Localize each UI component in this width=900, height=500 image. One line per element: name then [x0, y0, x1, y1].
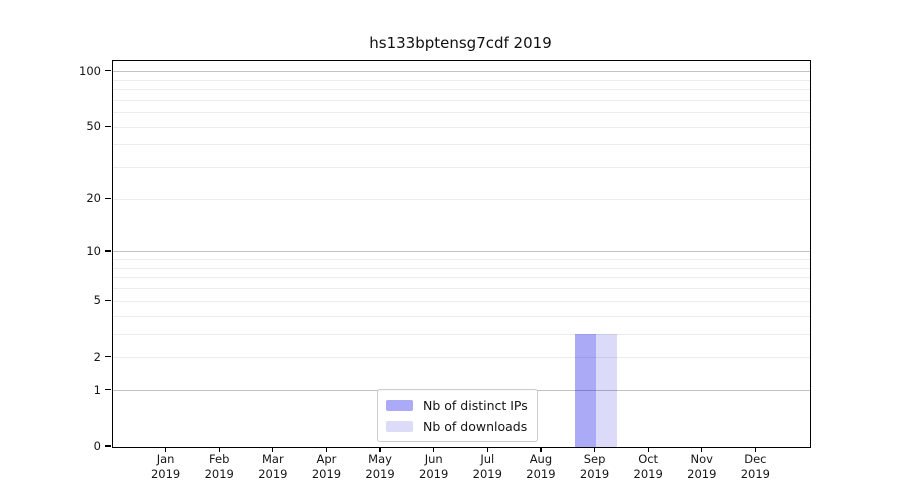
x-tick-month: Jul: [480, 452, 495, 466]
legend-entry-downloads: Nb of downloads: [386, 417, 528, 435]
gridline-minor: [113, 357, 810, 359]
x-tick-label: Oct 2019: [616, 452, 680, 481]
x-tick-month: Sep: [583, 452, 606, 466]
x-tick-label: Dec 2019: [723, 452, 787, 481]
y-tick-label: 20: [86, 191, 101, 206]
y-tick-label: 5: [93, 293, 101, 308]
x-tick-year: 2019: [526, 466, 556, 481]
x-tick-year: 2019: [311, 466, 342, 481]
x-tick-month: Aug: [529, 452, 553, 466]
x-tick-mark: [754, 447, 756, 452]
x-tick-month: Dec: [744, 452, 767, 466]
chart-title: hs133bptensg7cdf 2019: [369, 34, 552, 52]
x-tick-month: Mar: [261, 452, 284, 466]
gridline-major: [113, 251, 810, 253]
y-tick-mark: [105, 125, 111, 127]
gridline-minor: [113, 288, 810, 290]
gridline-minor: [113, 79, 810, 81]
x-tick-month: Jan: [156, 452, 175, 466]
x-tick-mark: [647, 447, 649, 452]
x-tick-mark: [218, 447, 220, 452]
x-tick-mark: [165, 447, 167, 452]
y-tick-mark: [105, 389, 111, 391]
y-tick-mark: [105, 299, 111, 301]
gridline-minor: [113, 112, 810, 114]
x-tick-year: 2019: [258, 466, 288, 481]
x-tick-month: Jun: [424, 452, 443, 466]
y-tick-mark: [105, 69, 111, 72]
x-tick-year: 2019: [419, 466, 449, 481]
gridline-major: [113, 71, 810, 73]
legend-entry-distinct-ips: Nb of distinct IPs: [386, 396, 528, 414]
y-tick-mark: [105, 197, 111, 199]
legend-swatch-icon: [386, 399, 413, 411]
gridline-minor: [113, 126, 810, 128]
x-tick-label: Apr 2019: [294, 452, 358, 481]
x-tick-mark: [325, 447, 328, 452]
bars-layer: [113, 61, 810, 447]
x-tick-year: 2019: [579, 466, 610, 481]
gridline-minor: [113, 277, 810, 279]
plot-area: [112, 60, 811, 448]
gridline-minor: [113, 144, 810, 146]
bar-downloads-sep: [595, 334, 617, 447]
x-tick-label: Feb 2019: [187, 452, 251, 481]
x-tick-year: 2019: [687, 466, 717, 481]
x-tick-mark: [593, 447, 596, 452]
legend-label: Nb of distinct IPs: [423, 397, 528, 413]
y-tick-mark: [105, 445, 111, 447]
gridline-minor: [113, 315, 810, 317]
x-tick-month: May: [368, 452, 392, 466]
y-tick-mark: [105, 356, 111, 358]
x-tick-month: Apr: [316, 452, 337, 466]
x-tick-label: Sep 2019: [563, 452, 627, 481]
x-tick-label: May 2019: [348, 452, 412, 481]
x-tick-mark: [701, 447, 703, 452]
legend-label: Nb of downloads: [423, 418, 528, 434]
x-tick-mark: [272, 447, 274, 452]
bar-distinct-ips-sep: [574, 334, 596, 447]
gridline-minor: [113, 259, 810, 261]
gridline-minor: [113, 267, 810, 269]
x-tick-label: Mar 2019: [241, 452, 305, 481]
y-tick-label: 1: [93, 382, 101, 397]
x-tick-label: Jul 2019: [455, 452, 519, 481]
gridline-minor: [113, 167, 810, 169]
legend: Nb of distinct IPs Nb of downloads: [377, 389, 538, 442]
y-tick-label: 2: [93, 349, 101, 364]
x-tick-label: Aug 2019: [509, 452, 573, 481]
y-tick-label: 100: [79, 63, 101, 78]
x-tick-year: 2019: [633, 466, 663, 481]
x-tick-mark: [486, 447, 488, 452]
y-tick-label: 0: [93, 439, 101, 453]
x-tick-mark: [433, 447, 435, 452]
y-tick-mark: [105, 250, 111, 252]
x-tick-mark: [540, 447, 542, 452]
gridline-minor: [113, 198, 810, 200]
x-tick-month: Oct: [638, 452, 659, 466]
x-tick-year: 2019: [204, 466, 234, 481]
y-tick-label: 50: [86, 119, 101, 134]
x-tick-year: 2019: [472, 466, 502, 481]
gridline-minor: [113, 333, 810, 335]
legend-swatch-icon: [386, 420, 413, 432]
x-tick-label: Jun 2019: [402, 452, 466, 481]
gridline-minor: [113, 300, 810, 302]
y-tick-label: 10: [86, 243, 101, 258]
x-tick-month: Feb: [209, 452, 230, 466]
x-tick-month: Nov: [690, 452, 713, 466]
x-tick-mark: [379, 447, 381, 452]
x-tick-year: 2019: [740, 466, 771, 481]
x-tick-year: 2019: [150, 466, 181, 481]
x-tick-label: Nov 2019: [670, 452, 734, 481]
x-tick-label: Jan 2019: [134, 452, 198, 481]
gridline-minor: [113, 99, 810, 101]
gridline-minor: [113, 89, 810, 90]
x-tick-year: 2019: [365, 466, 395, 481]
